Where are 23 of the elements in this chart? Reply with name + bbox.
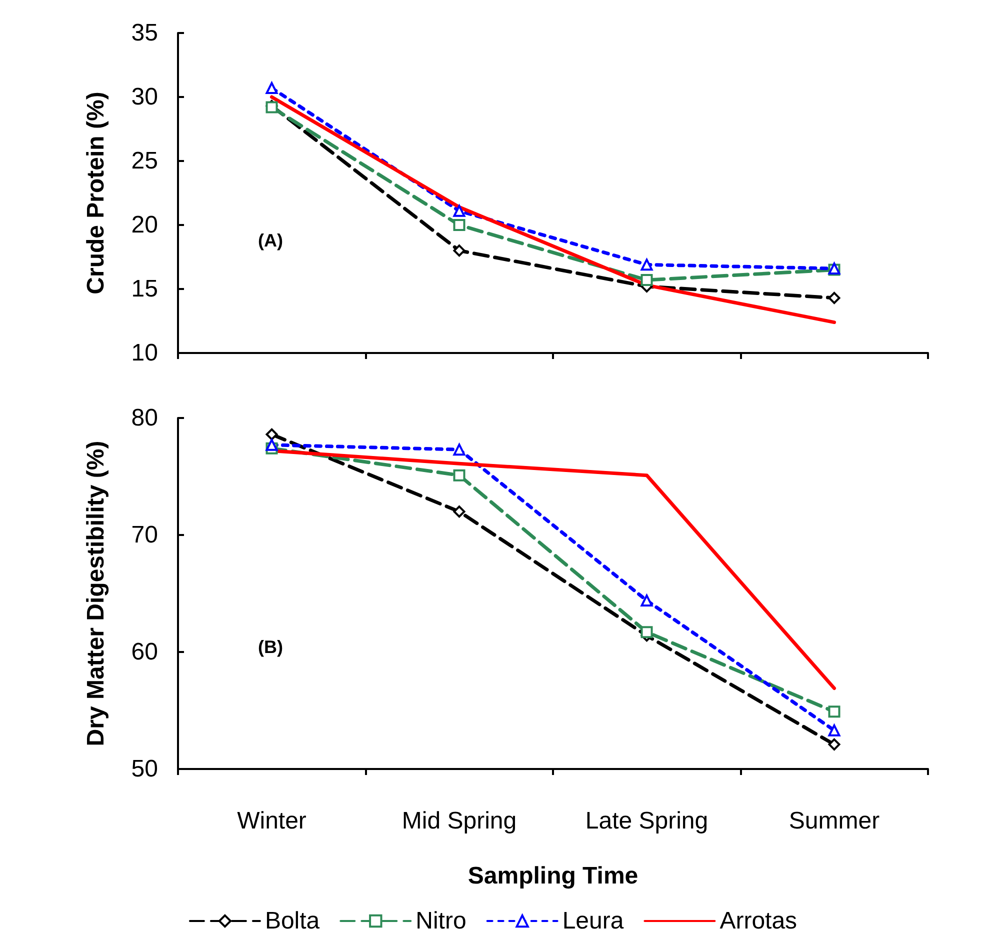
y-axis-title: Crude Protein (%) [82, 92, 110, 294]
legend-label: Arrotas [720, 908, 798, 934]
x-axis-title: Sampling Time [468, 862, 638, 890]
x-tick-label: Winter [237, 808, 306, 834]
annotation: (A) [258, 230, 283, 250]
x-tick-label: Late Spring [585, 808, 708, 834]
annotation: (B) [258, 637, 283, 658]
y-tick-label: 10 [131, 340, 158, 366]
y-tick-label: 80 [131, 404, 158, 432]
legend-label: Leura [562, 908, 624, 934]
y-tick-label: 20 [131, 212, 158, 238]
x-tick-label: Mid Spring [402, 808, 517, 834]
x-tick-label: Summer [788, 808, 880, 834]
y-tick-label: 60 [131, 638, 158, 666]
y-tick-label: 35 [131, 20, 158, 46]
y-tick-label: 30 [131, 84, 158, 110]
y-tick-label: 15 [131, 276, 158, 302]
y-tick-label: 50 [131, 756, 158, 782]
legend-label: Nitro [416, 908, 466, 934]
legend-label: Bolta [264, 908, 320, 934]
y-axis-title: Dry Matter Digestibility (%) [82, 440, 110, 746]
y-tick-label: 70 [131, 522, 158, 548]
y-tick-label: 25 [131, 148, 158, 174]
